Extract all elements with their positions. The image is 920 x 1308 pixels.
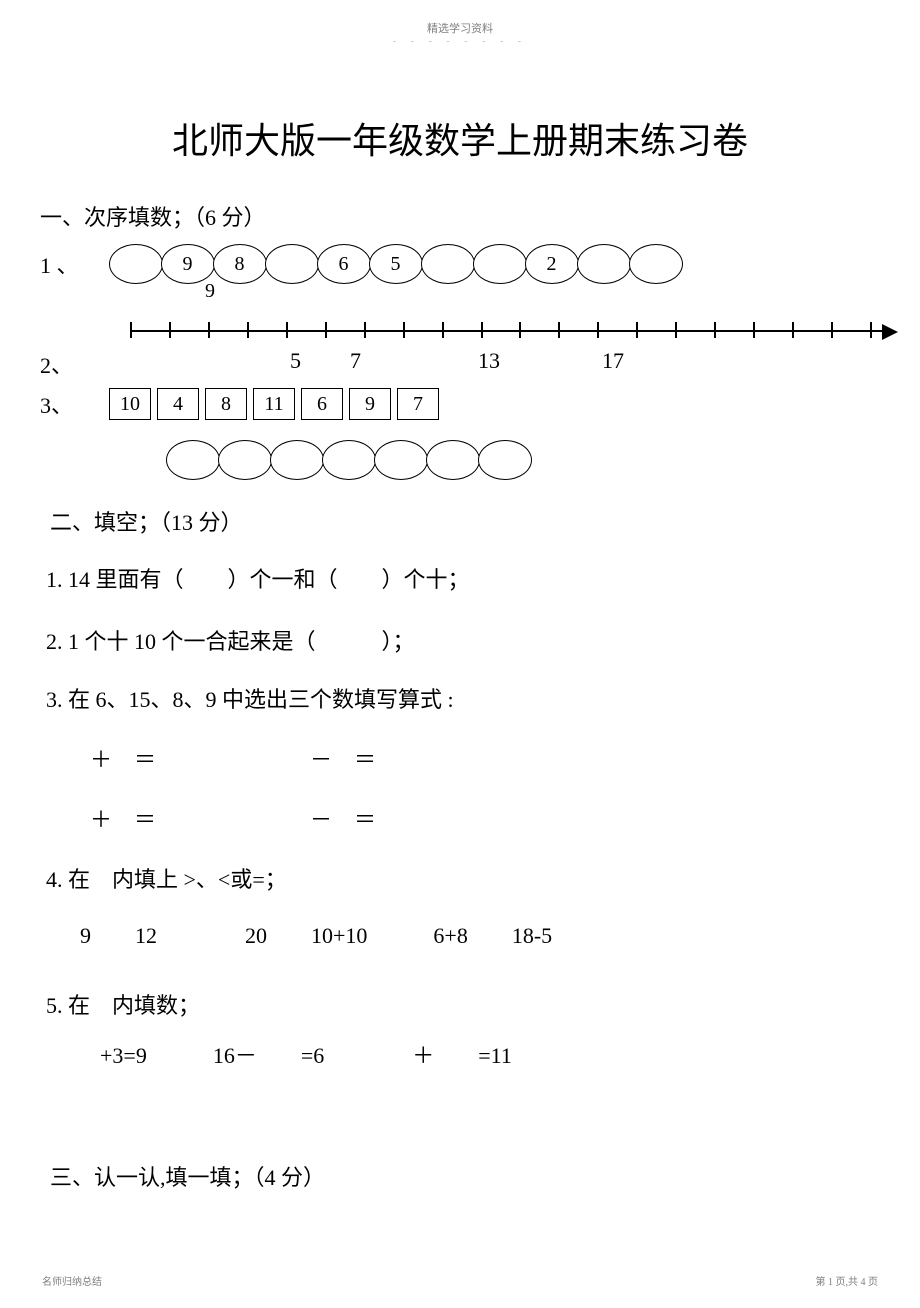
nl-tick <box>558 322 560 338</box>
number-line <box>130 320 890 340</box>
section1-heading: 一、次序填数；（6 分） <box>40 200 266 232</box>
section2-q4-expressions: 9 12 20 10+10 6+8 18-5 <box>80 918 552 950</box>
nl-tick <box>325 322 327 338</box>
number-line-label: 7 <box>350 348 361 374</box>
oval <box>629 244 683 284</box>
oval <box>270 440 324 480</box>
q3-label: 3、 <box>40 388 73 420</box>
page-title: 北师大版一年级数学上册期末练习卷 <box>172 112 748 164</box>
oval <box>473 244 527 284</box>
number-line-label: 13 <box>478 348 500 374</box>
footer-left: 名师归纳总结 <box>42 1273 102 1288</box>
number-line-label: 17 <box>602 348 624 374</box>
q1-extra-digit: 9 <box>205 280 215 303</box>
section2-q5-expressions: +3=9 16－ =6 ＋ =11 <box>100 1038 512 1070</box>
q3-row: 3、 10 4 8 11 6 9 7 <box>40 388 445 420</box>
nl-tick <box>870 322 872 338</box>
eq-row: ＋ ＝ － ＝ <box>46 802 376 834</box>
number-line-label: 5 <box>290 348 301 374</box>
q1-row: 1 、 9 8 6 5 2 <box>40 244 681 284</box>
nl-tick <box>714 322 716 338</box>
nl-tick <box>753 322 755 338</box>
box: 7 <box>397 388 439 420</box>
nl-tick <box>636 322 638 338</box>
section2-q4: 4. 在 内填上 >、<或=； <box>46 862 287 894</box>
nl-tick <box>442 322 444 338</box>
nl-tick <box>130 322 132 338</box>
nl-baseline <box>130 330 890 332</box>
oval: 9 <box>161 244 215 284</box>
section2-q5: 5. 在 内填数； <box>46 988 200 1020</box>
oval: 5 <box>369 244 423 284</box>
oval <box>166 440 220 480</box>
nl-tick <box>208 322 210 338</box>
nl-tick <box>792 322 794 338</box>
oval <box>421 244 475 284</box>
box: 11 <box>253 388 295 420</box>
box: 10 <box>109 388 151 420</box>
oval: 2 <box>525 244 579 284</box>
nl-tick <box>481 322 483 338</box>
box: 6 <box>301 388 343 420</box>
q1-label: 1 、 <box>40 248 79 280</box>
oval <box>109 244 163 284</box>
nl-tick <box>247 322 249 338</box>
oval <box>265 244 319 284</box>
box: 4 <box>157 388 199 420</box>
nl-tick <box>403 322 405 338</box>
box: 9 <box>349 388 391 420</box>
nl-tick <box>831 322 833 338</box>
oval <box>322 440 376 480</box>
q3-ovals-row <box>166 440 530 480</box>
oval: 6 <box>317 244 371 284</box>
nl-tick <box>169 322 171 338</box>
footer-right: 第 1 页,共 4 页 <box>816 1273 879 1288</box>
section2-q3: 3. 在 6、15、8、9 中选出三个数填写算式 : <box>46 682 454 714</box>
oval <box>478 440 532 480</box>
nl-arrow-icon <box>882 324 898 340</box>
oval: 8 <box>213 244 267 284</box>
q2-label: 2、 <box>40 348 73 380</box>
section3-heading: 三、认一认,填一填；（4 分） <box>50 1160 325 1192</box>
box: 8 <box>205 388 247 420</box>
oval <box>218 440 272 480</box>
nl-tick <box>364 322 366 338</box>
nl-tick <box>519 322 521 338</box>
header-text: 精选学习资料 <box>427 20 493 36</box>
header-dashes: - - - - - - - - <box>393 36 527 47</box>
oval <box>577 244 631 284</box>
eq-row: ＋ ＝ － ＝ <box>46 742 376 774</box>
oval <box>374 440 428 480</box>
section2-q2: 2. 1 个十 10 个一合起来是（ ）； <box>46 624 415 656</box>
section2-q1: 1. 14 里面有（ ）个一和（ ）个十； <box>46 562 470 594</box>
section2-heading: 二、填空；（13 分） <box>50 505 243 537</box>
nl-tick <box>597 322 599 338</box>
nl-tick <box>675 322 677 338</box>
oval <box>426 440 480 480</box>
nl-tick <box>286 322 288 338</box>
